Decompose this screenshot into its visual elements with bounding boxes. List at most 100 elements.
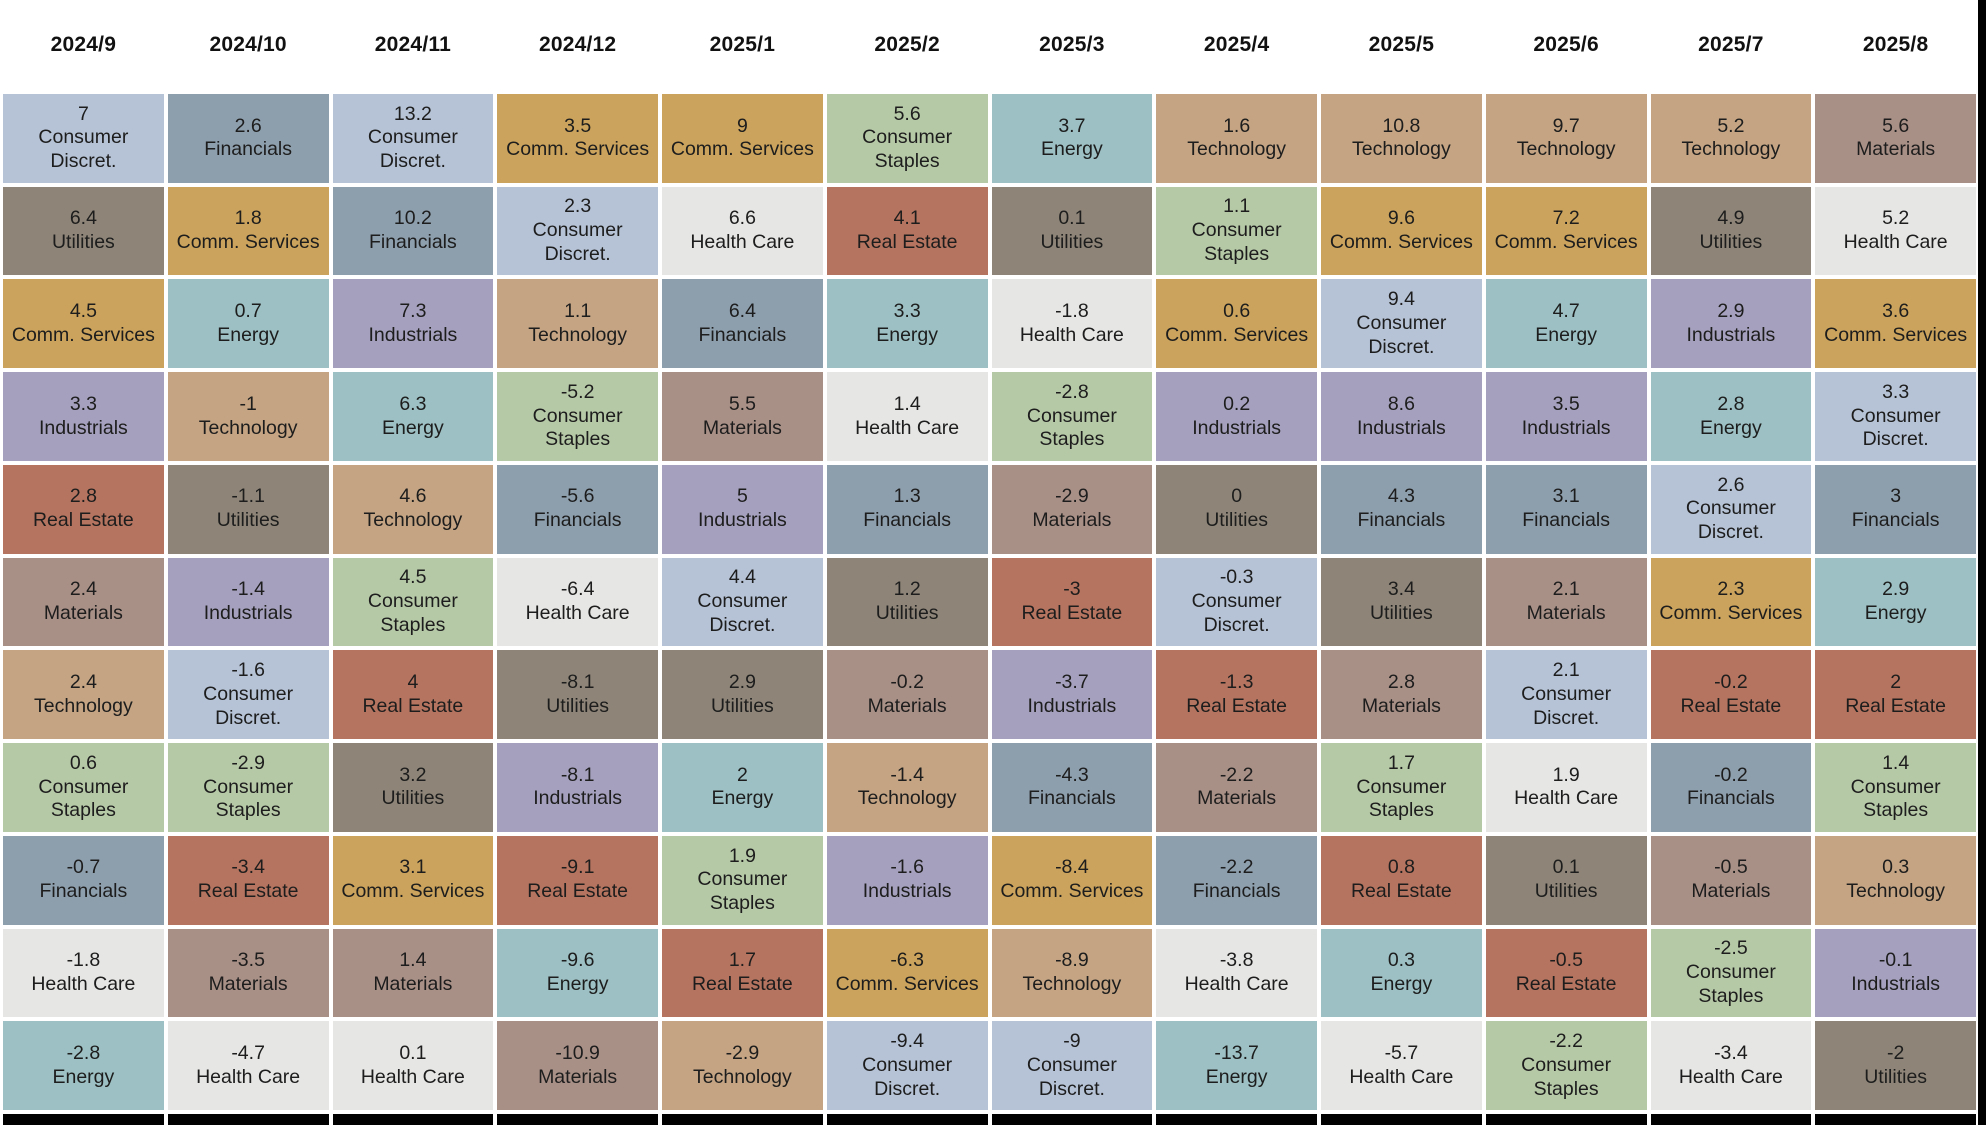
heatmap-cell: 4.5 Consumer Staples	[332, 557, 494, 647]
cell-sector-label: Comm. Services	[11, 323, 155, 346]
cell-value: -2.9	[231, 751, 265, 774]
cell-value: -8.4	[1055, 856, 1089, 879]
cell-sector-label: Real Estate	[691, 972, 793, 995]
column-header: 2025/1	[709, 33, 776, 56]
cell-sector-label: Energy	[876, 323, 939, 346]
cell-sector-label: Technology	[693, 1065, 792, 1088]
cell-sector-label: Technology	[198, 416, 298, 439]
heatmap-cell: 3.7 Energy	[991, 94, 1153, 183]
cell-sector-label: Real Estate	[1680, 694, 1782, 717]
cell-value: 4.7	[1552, 300, 1580, 323]
cell-value: 3.3	[893, 300, 921, 323]
cell-sector-label: Health Care	[855, 416, 960, 439]
cell-sector-label: Consumer Staples	[203, 775, 294, 822]
heatmap-cell: 3.5 Comm. Services	[497, 94, 658, 183]
cell-sector-label: Utilities	[875, 601, 939, 624]
heatmap-cell: 1.4 Health Care	[826, 372, 988, 461]
column-baseline-bar	[1485, 1113, 1647, 1125]
heatmap-cell: 2.9 Utilities	[662, 650, 823, 740]
cell-value: 1.9	[1552, 763, 1580, 786]
cell-value: 8.6	[1387, 392, 1415, 415]
cell-sector-label: Comm. Services	[1165, 323, 1309, 346]
cell-sector-label: Health Care	[1678, 1065, 1783, 1088]
heatmap-cell: 7.3 Industrials	[332, 279, 494, 369]
heatmap-cell: 2.8 Materials	[1321, 650, 1482, 740]
cell-sector-label: Consumer Discret.	[1356, 311, 1447, 358]
cell-value: 4.3	[1387, 485, 1415, 508]
column-header: 2025/7	[1698, 33, 1764, 56]
cell-value: -2.2	[1219, 856, 1254, 879]
heatmap-cell: 9 Comm. Services	[662, 94, 823, 183]
cell-sector-label: Energy	[1205, 1065, 1268, 1088]
heatmap-cell: -8.9 Technology	[991, 928, 1153, 1018]
cell-sector-label: Consumer Staples	[697, 868, 788, 915]
cell-value: -2.9	[725, 1041, 760, 1064]
cell-sector-label: Consumer Discret.	[1026, 1053, 1117, 1100]
heatmap-cell: 4.4 Consumer Discret.	[662, 557, 823, 647]
cell-sector-label: Utilities	[1699, 231, 1763, 254]
cell-sector-label: Industrials	[1356, 416, 1446, 439]
cell-sector-label: Real Estate	[1021, 601, 1123, 624]
cell-value: 3.6	[1882, 300, 1910, 323]
cell-value: -8.1	[560, 763, 595, 786]
heatmap-cell: -3.7 Industrials	[991, 650, 1153, 740]
heatmap-cell: 0.1 Utilities	[991, 186, 1153, 276]
cell-value: -13.7	[1214, 1041, 1259, 1064]
cell-value: 5.2	[1882, 207, 1910, 230]
heatmap-cell: 4.7 Energy	[1485, 279, 1647, 369]
heatmap-cell: 10.8 Technology	[1321, 94, 1482, 183]
cell-value: 7	[77, 102, 89, 125]
cell-value: 2.8	[1387, 670, 1415, 693]
cell-value: 0.6	[69, 751, 97, 774]
cell-sector-label: Health Care	[1349, 1065, 1454, 1088]
heatmap-cell: -1.8 Health Care	[3, 928, 164, 1018]
cell-sector-label: Consumer Discret.	[1521, 682, 1612, 729]
cell-sector-label: Utilities	[1864, 1065, 1928, 1088]
heatmap-cell: -1.6 Industrials	[826, 835, 988, 925]
heatmap-cell: 9.7 Technology	[1485, 94, 1647, 183]
cell-value: 2	[736, 763, 748, 786]
heatmap-cell: 6.3 Energy	[332, 372, 494, 461]
cell-value: 2.9	[728, 670, 756, 693]
cell-sector-label: Financials	[1357, 509, 1446, 532]
cell-value: -1.1	[231, 485, 265, 508]
column-baseline-bar	[1650, 1113, 1812, 1125]
cell-sector-label: Health Care	[690, 231, 795, 254]
cell-value: -5.2	[560, 380, 595, 403]
heatmap-cell: 4 Real Estate	[332, 650, 494, 740]
cell-sector-label: Materials	[538, 1065, 618, 1088]
cell-sector-label: Energy	[1535, 323, 1598, 346]
cell-sector-label: Energy	[381, 416, 444, 439]
heatmap-cell: -2.2 Materials	[1156, 743, 1317, 832]
cell-sector-label: Consumer Staples	[1850, 775, 1941, 822]
heatmap-cell: -1.4 Technology	[826, 743, 988, 832]
cell-sector-label: Consumer Staples	[1521, 1053, 1612, 1100]
heatmap-cell: -5.2 Consumer Staples	[497, 372, 658, 461]
cell-value: 2.6	[234, 114, 262, 137]
cell-value: -1.6	[890, 856, 924, 879]
heatmap-cell: 9.4 Consumer Discret.	[1321, 279, 1482, 369]
cell-sector-label: Health Care	[360, 1065, 465, 1088]
cell-sector-label: Consumer Discret.	[697, 590, 788, 636]
heatmap-cell: -3 Real Estate	[991, 557, 1153, 647]
heatmap-cell: -9 Consumer Discret.	[991, 1021, 1153, 1110]
cell-sector-label: Financials	[1192, 880, 1281, 903]
heatmap-cell: 9.6 Comm. Services	[1321, 186, 1482, 276]
heatmap-cell: 4.6 Technology	[332, 464, 494, 554]
cell-value: 2.6	[1717, 473, 1745, 496]
cell-value: 7.3	[399, 300, 427, 323]
cell-sector-label: Industrials	[1192, 416, 1282, 439]
cell-value: 1.7	[1387, 751, 1415, 774]
cell-sector-label: Consumer Discret.	[38, 126, 129, 173]
cell-value: 5.6	[1882, 114, 1910, 137]
cell-value: 3	[1890, 485, 1902, 508]
cell-value: 2.9	[1882, 578, 1910, 601]
cell-sector-label: Technology	[1846, 880, 1945, 903]
cell-sector-label: Real Estate	[1845, 694, 1947, 717]
cell-value: 0.1	[1058, 207, 1086, 230]
cell-value: 4.5	[399, 566, 427, 589]
heatmap-cell: -5.6 Financials	[497, 464, 658, 554]
cell-sector-label: Consumer Discret.	[532, 219, 623, 265]
heatmap-cell: 0.3 Technology	[1815, 835, 1976, 925]
cell-sector-label: Materials	[702, 416, 782, 439]
